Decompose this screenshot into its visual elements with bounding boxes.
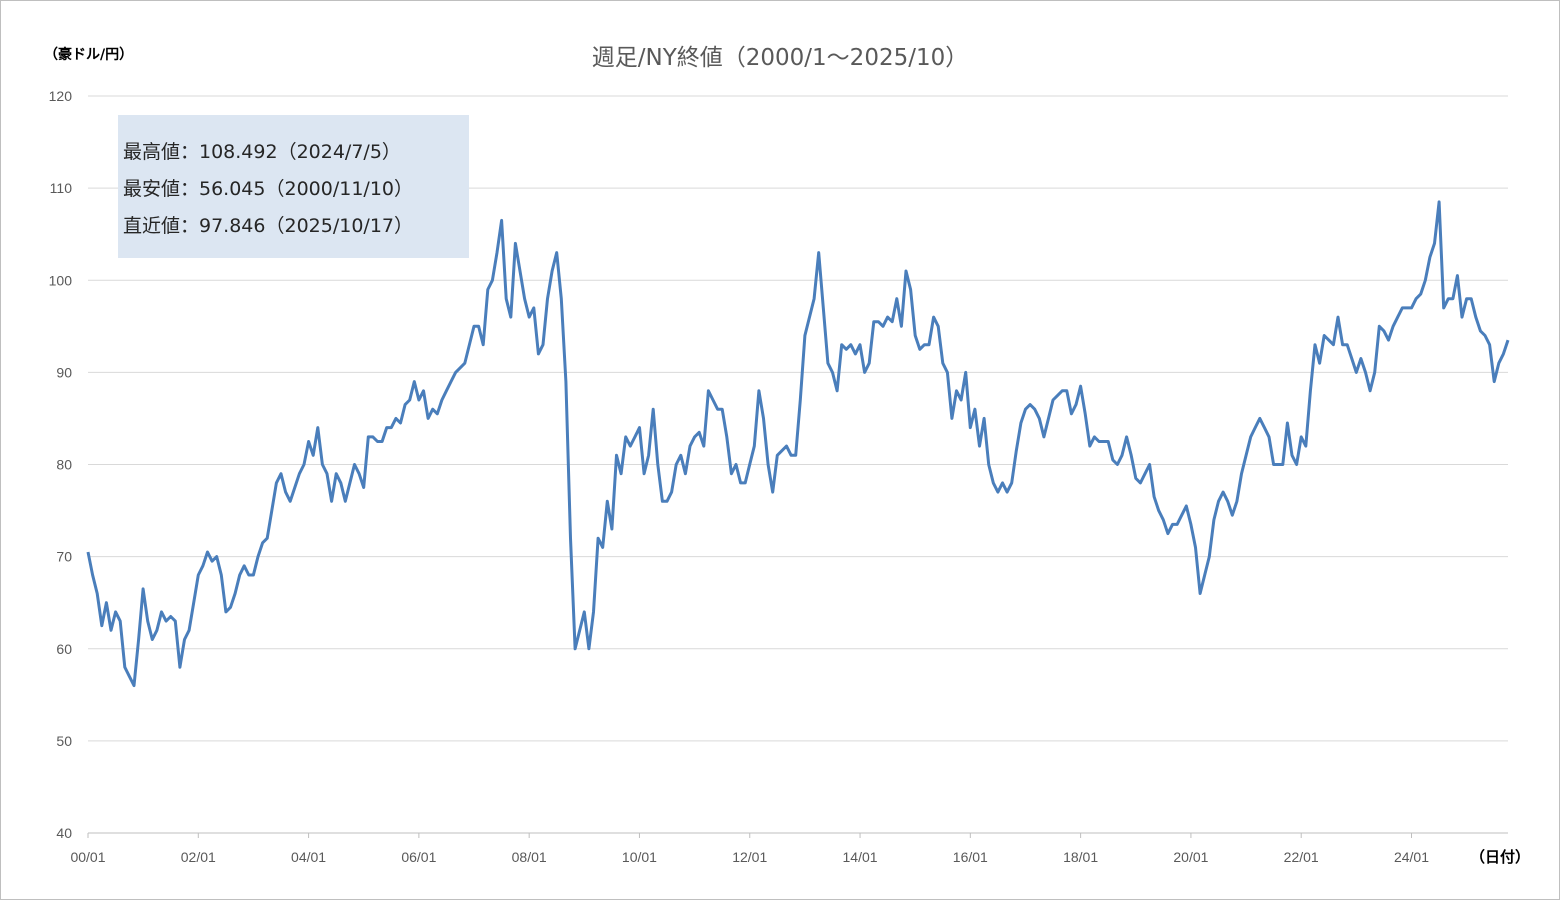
- x-tick-label: 04/01: [291, 849, 326, 865]
- x-tick-label: 18/01: [1063, 849, 1098, 865]
- x-tick-label: 08/01: [512, 849, 547, 865]
- stat-low: 最安値：56.045（2000/11/10）: [123, 178, 413, 200]
- price-series-line: [86, 200, 1510, 688]
- y-tick-label: 40: [56, 825, 72, 841]
- stats-box: 最高値：108.492（2024/7/5） 最安値：56.045（2000/11…: [118, 115, 469, 258]
- x-tick-label: 00/01: [70, 849, 105, 865]
- y-tick-label: 120: [49, 88, 73, 104]
- y-tick-label: 60: [56, 641, 72, 657]
- y-tick-label: 80: [56, 457, 72, 473]
- x-tick-label: 16/01: [953, 849, 988, 865]
- x-tick-label: 22/01: [1284, 849, 1319, 865]
- x-axis-label: （日付）: [1470, 848, 1531, 866]
- x-tick-label: 20/01: [1173, 849, 1208, 865]
- y-tick-label: 110: [50, 180, 73, 196]
- stat-latest: 直近値：97.846（2025/10/17）: [123, 215, 413, 237]
- x-tick-label: 12/01: [732, 849, 767, 865]
- y-axis-label: （豪ドル/円）: [44, 47, 134, 63]
- chart-title: 週足/NY終値（2000/1～2025/10）: [591, 45, 969, 71]
- y-tick-label: 50: [56, 733, 72, 749]
- y-tick-label: 70: [56, 549, 72, 565]
- x-tick-label: 14/01: [843, 849, 878, 865]
- y-tick-label: 100: [49, 272, 73, 288]
- stat-high: 最高値：108.492（2024/7/5）: [123, 141, 401, 163]
- x-tick-label: 06/01: [401, 849, 436, 865]
- y-tick-label: 90: [56, 364, 72, 380]
- x-tick-label: 02/01: [181, 849, 216, 865]
- x-tick-label: 10/01: [622, 849, 657, 865]
- x-tick-label: 24/01: [1394, 849, 1429, 865]
